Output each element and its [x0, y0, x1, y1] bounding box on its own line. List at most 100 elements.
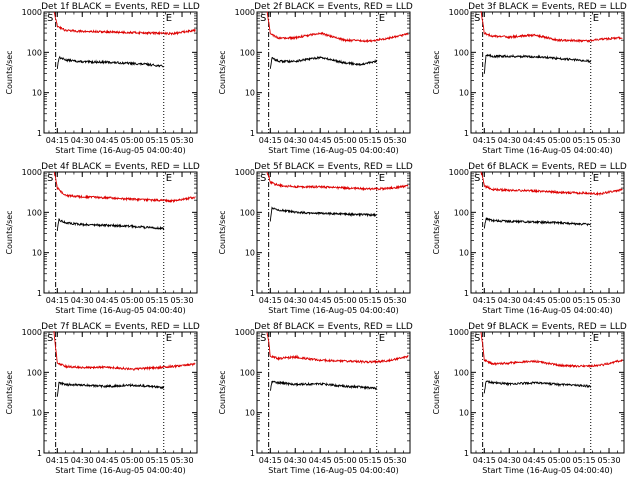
x-axis-label: Start Time (16-Aug-05 04:00:40) — [482, 466, 613, 475]
start-marker: S — [47, 173, 53, 184]
events-series-line — [269, 206, 377, 222]
y-tick-label: 1000 — [22, 8, 42, 17]
panel-title: Det 6f BLACK = Events, RED = LLD — [468, 162, 627, 172]
x-tick-label: 04:30 — [284, 136, 307, 145]
x-tick-label: 05:30 — [384, 456, 407, 465]
y-axis-label: Counts/sec — [218, 370, 227, 414]
x-tick-label: 04:45 — [309, 456, 332, 465]
events-series-line — [56, 55, 165, 69]
y-axis-label: Counts/sec — [5, 50, 14, 94]
panel-title: Det 1f BLACK = Events, RED = LLD — [41, 2, 200, 12]
end-marker: E — [379, 173, 385, 184]
panel-title: Det 7f BLACK = Events, RED = LLD — [41, 322, 200, 332]
y-axis-label: Counts/sec — [5, 210, 14, 254]
y-tick-label: 1000 — [235, 168, 255, 177]
x-tick-label: 04:15 — [46, 136, 69, 145]
y-tick-label: 1000 — [449, 8, 469, 17]
plot-frame — [470, 331, 625, 454]
x-axis-label: Start Time (16-Aug-05 04:00:40) — [482, 306, 613, 315]
end-marker: E — [166, 13, 172, 24]
x-axis-label: Start Time (16-Aug-05 04:00:40) — [268, 146, 399, 155]
start-marker: S — [47, 333, 53, 344]
x-tick-label: 04:45 — [96, 456, 119, 465]
y-tick-label: 1 — [250, 449, 255, 458]
y-tick-label: 100 — [240, 368, 255, 377]
lld-series-line — [266, 332, 409, 365]
start-marker: S — [474, 173, 480, 184]
x-tick-label: 05:15 — [146, 456, 169, 465]
x-tick-label: 05:30 — [171, 456, 194, 465]
x-tick-label: 04:45 — [96, 296, 119, 305]
x-axis-label: Start Time (16-Aug-05 04:00:40) — [482, 146, 613, 155]
x-tick-label: 04:15 — [473, 296, 496, 305]
panel-title: Det 3f BLACK = Events, RED = LLD — [468, 2, 627, 12]
lld-series-line — [480, 171, 623, 197]
x-tick-label: 05:00 — [121, 296, 144, 305]
plot-frame — [43, 331, 198, 454]
y-tick-label: 10 — [32, 249, 42, 258]
start-marker: S — [474, 13, 480, 24]
x-tick-label: 05:15 — [359, 296, 382, 305]
y-tick-label: 100 — [454, 48, 469, 57]
x-axis-label: Start Time (16-Aug-05 04:00:40) — [55, 466, 186, 475]
x-tick-label: 05:30 — [598, 296, 621, 305]
detector-panel-5: Det 5f BLACK = Events, RED = LLD 1 10 100 10… — [218, 162, 413, 315]
x-axis-label: Start Time (16-Aug-05 04:00:40) — [268, 466, 399, 475]
detector-panel-4: Det 4f BLACK = Events, RED = LLD 1 10 100 10… — [5, 162, 200, 315]
x-tick-label: 05:15 — [359, 456, 382, 465]
end-marker: E — [593, 173, 599, 184]
x-tick-label: 05:00 — [334, 136, 357, 145]
y-axis-label: Counts/sec — [432, 50, 441, 94]
detector-panel-9: Det 9f BLACK = Events, RED = LLD 1 10 100 10… — [432, 322, 627, 475]
y-tick-label: 100 — [27, 208, 42, 217]
x-tick-label: 04:15 — [473, 456, 496, 465]
events-series-line — [269, 55, 378, 69]
x-tick-label: 04:30 — [71, 456, 94, 465]
start-marker: S — [47, 13, 53, 24]
y-tick-label: 1000 — [449, 328, 469, 337]
x-tick-label: 04:15 — [46, 296, 69, 305]
plot-frame — [470, 11, 625, 134]
x-tick-label: 05:30 — [171, 296, 194, 305]
events-series-line — [56, 218, 165, 232]
detector-panel-1: Det 1f BLACK = Events, RED = LLD 1 10 100 10… — [5, 2, 200, 155]
y-tick-label: 1000 — [235, 328, 255, 337]
plot-frame — [256, 171, 411, 294]
y-axis-label: Counts/sec — [432, 210, 441, 254]
end-marker: E — [379, 13, 385, 24]
y-tick-label: 1 — [464, 449, 469, 458]
x-tick-label: 05:15 — [573, 296, 596, 305]
panel-title: Det 5f BLACK = Events, RED = LLD — [254, 162, 413, 172]
x-tick-label: 04:30 — [284, 456, 307, 465]
start-marker: S — [260, 173, 266, 184]
x-tick-label: 05:15 — [573, 456, 596, 465]
events-series-line — [269, 380, 378, 391]
x-tick-label: 05:00 — [121, 136, 144, 145]
lld-series-line — [266, 172, 409, 192]
y-tick-label: 10 — [32, 89, 42, 98]
end-marker: E — [166, 173, 172, 184]
y-tick-label: 1 — [37, 129, 42, 138]
y-tick-label: 1 — [250, 129, 255, 138]
x-tick-label: 05:30 — [384, 296, 407, 305]
start-marker: S — [260, 13, 266, 24]
lld-series-line — [480, 332, 623, 369]
detector-panel-7: Det 7f BLACK = Events, RED = LLD 1 10 100 10… — [5, 322, 200, 475]
start-marker: S — [260, 333, 266, 344]
y-tick-label: 10 — [459, 409, 469, 418]
events-series-line — [483, 53, 592, 74]
x-tick-label: 04:30 — [71, 136, 94, 145]
plot-frame — [256, 331, 411, 454]
y-tick-label: 1000 — [22, 328, 42, 337]
x-tick-label: 05:30 — [171, 136, 194, 145]
events-series-line — [56, 381, 165, 397]
x-tick-label: 04:45 — [523, 296, 546, 305]
y-tick-label: 100 — [27, 368, 42, 377]
x-tick-label: 04:15 — [46, 456, 69, 465]
y-tick-label: 1 — [464, 129, 469, 138]
panel-title: Det 9f BLACK = Events, RED = LLD — [468, 322, 627, 332]
end-marker: E — [593, 13, 599, 24]
x-tick-label: 05:30 — [598, 136, 621, 145]
lld-series-line — [53, 331, 196, 371]
panel-title: Det 2f BLACK = Events, RED = LLD — [254, 2, 413, 12]
